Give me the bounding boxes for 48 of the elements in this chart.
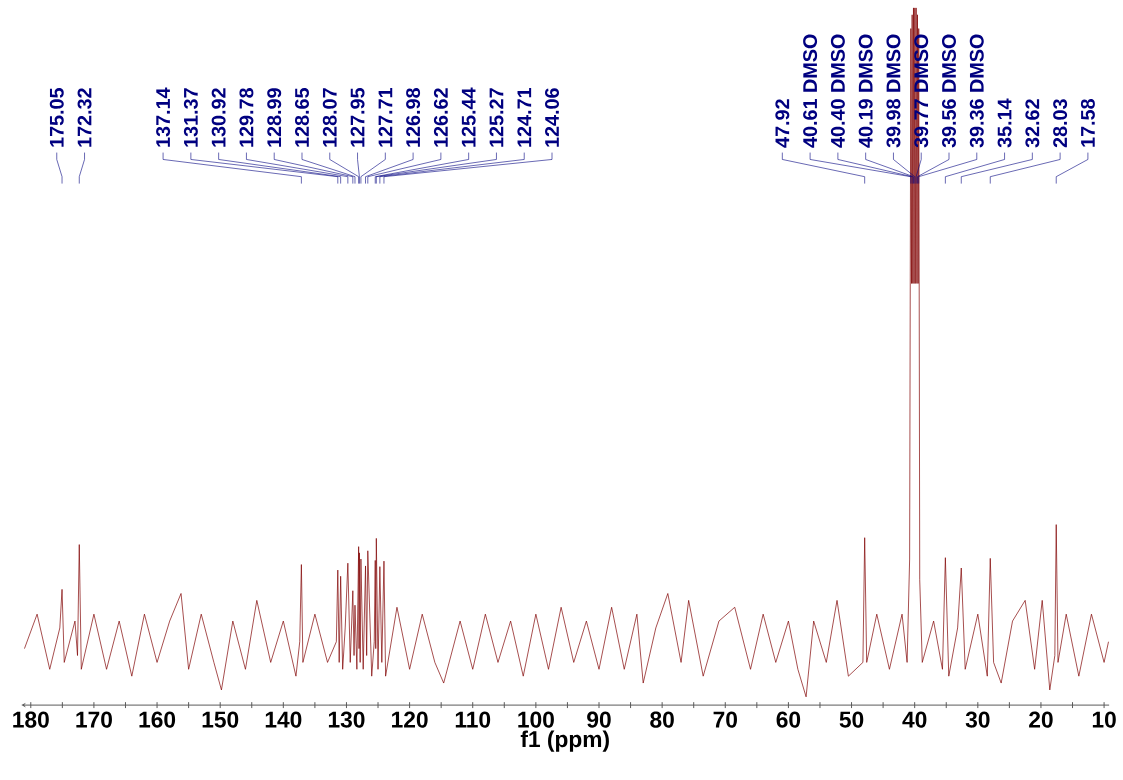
x-tick-label: 130 xyxy=(328,711,365,728)
annotation: 39.36 DMSO xyxy=(969,34,984,148)
x-tick-label: 180 xyxy=(13,711,49,728)
x-tick-label: 100 xyxy=(518,711,554,728)
annotation: 124.06 xyxy=(545,88,559,147)
annotation: 39.98 DMSO xyxy=(886,34,901,148)
x-tick-label: 90 xyxy=(587,711,611,728)
annotation: 130.92 xyxy=(211,88,226,147)
annotation: 40.61 DMSO xyxy=(803,34,818,148)
annotation: 28.03 xyxy=(1053,99,1068,148)
annotation: 125.27 xyxy=(489,88,504,147)
annotation: 40.19 DMSO xyxy=(858,34,873,148)
annotation: 128.99 xyxy=(267,88,282,147)
x-tick-label: 120 xyxy=(392,711,428,728)
x-tick-label: 50 xyxy=(839,711,864,728)
annotation: 131.37 xyxy=(183,88,198,147)
x-tick-label: 70 xyxy=(713,711,737,728)
x-tick-label: 150 xyxy=(202,711,239,728)
annotation: 126.98 xyxy=(406,87,421,147)
annotation: 124.71 xyxy=(517,87,532,147)
x-tick-label: 60 xyxy=(776,711,801,728)
x-axis-title: f1 (ppm) xyxy=(520,730,609,752)
annotation: 125.44 xyxy=(461,87,476,147)
x-tick-label: 140 xyxy=(265,711,302,728)
annotation: 32.62 xyxy=(1025,99,1040,148)
annotation: 127.71 xyxy=(378,87,393,147)
annotation: 128.65 xyxy=(294,87,309,147)
x-tick-label: 20 xyxy=(1029,711,1053,728)
annotation: 128.07 xyxy=(322,88,337,147)
x-tick-label: 80 xyxy=(650,711,674,728)
annotation: 175.05 xyxy=(49,87,64,147)
annotation: 172.32 xyxy=(77,88,92,147)
x-tick-label: 30 xyxy=(965,711,990,728)
annotation: 127.95 xyxy=(350,87,365,147)
x-tick-label: 40 xyxy=(902,711,927,728)
annotation: 35.14 xyxy=(997,98,1012,148)
annotation: 129.78 xyxy=(239,87,254,147)
annotation: 137.14 xyxy=(156,87,171,147)
annotation: 47.92 xyxy=(775,99,790,148)
annotation: 39.56 DMSO xyxy=(941,34,957,148)
annotation: 39.77 DMSO xyxy=(914,34,929,148)
x-tick-label: 160 xyxy=(139,711,176,728)
annotation: 40.40 DMSO xyxy=(830,34,845,148)
annotation: 126.62 xyxy=(433,88,448,147)
x-tick-label: 110 xyxy=(455,711,491,728)
annotation: 17.58 xyxy=(1080,98,1095,147)
x-tick-label: 10 xyxy=(1092,711,1116,728)
x-tick-label: 170 xyxy=(76,711,112,728)
